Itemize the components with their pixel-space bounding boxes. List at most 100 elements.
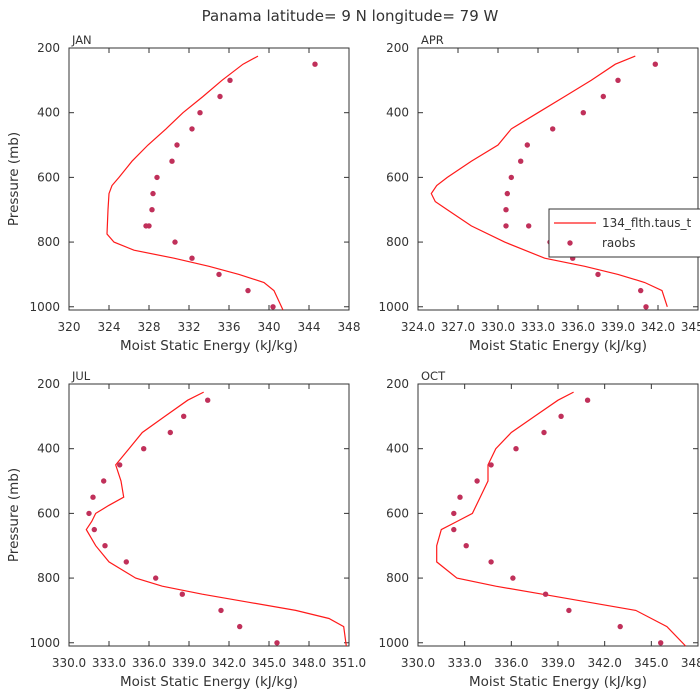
x-tick-label: 336.0 <box>494 656 528 670</box>
y-tick-label: 600 <box>37 506 60 520</box>
obs-point <box>102 543 108 549</box>
obs-point <box>181 413 187 419</box>
x-tick-label: 330.0 <box>481 320 515 334</box>
obs-point <box>513 446 519 452</box>
obs-point <box>237 623 243 630</box>
obs-point <box>86 510 92 517</box>
x-tick-label: 333.0 <box>92 656 126 670</box>
x-tick-label: 351.0 <box>332 656 366 670</box>
obs-point <box>638 287 644 294</box>
x-tick-label: 330.0 <box>401 656 435 670</box>
x-tick-label: 348.0 <box>681 656 700 670</box>
panel-jul: JUL 330.0 333.0 336.0 339.0 342.0 345.0 348.0 35… <box>6 369 366 690</box>
x-tick-label: 328 <box>138 320 161 334</box>
panel-label: JUL <box>71 369 91 383</box>
obs-point <box>524 142 530 148</box>
obs-point <box>167 429 173 436</box>
obs-point <box>541 429 547 436</box>
x-axis-label: Moist Static Energy (kJ/kg) <box>469 338 647 354</box>
obs-point <box>508 174 514 181</box>
y-axis-label: Pressure (mb) <box>6 468 22 562</box>
x-tick-label: 344 <box>298 320 321 334</box>
obs-point <box>595 271 601 278</box>
obs-point <box>617 623 623 630</box>
obs-point <box>270 304 276 310</box>
plot-frame <box>417 383 699 647</box>
series-model-line <box>85 391 347 647</box>
legend-box <box>548 208 700 258</box>
obs-point <box>245 287 251 294</box>
y-tick-label: 1000 <box>378 636 409 650</box>
y-tick-label: 600 <box>37 170 60 184</box>
obs-point <box>91 526 98 533</box>
obs-point <box>117 462 123 468</box>
x-axis-label: Moist Static Energy (kJ/kg) <box>120 338 298 354</box>
y-tick-label: 400 <box>386 106 409 120</box>
panel-label: OCT <box>421 369 446 383</box>
y-tick-label: 200 <box>386 377 409 391</box>
obs-point <box>141 446 147 452</box>
obs-point <box>197 110 203 116</box>
obs-point <box>451 526 457 533</box>
figure-title: Panama latitude= 9 N longitude= 79 W <box>202 7 499 25</box>
obs-point <box>174 142 180 148</box>
series-model-line <box>436 391 687 647</box>
obs-point <box>218 607 224 614</box>
x-tick-label: 348.0 <box>292 656 326 670</box>
x-tick-label: 345.0 <box>634 656 668 670</box>
y-tick-label: 400 <box>37 106 60 120</box>
obs-point <box>566 607 572 614</box>
panel-label: APR <box>421 33 444 47</box>
obs-point <box>149 207 155 213</box>
obs-point <box>503 223 509 229</box>
obs-point <box>542 591 549 597</box>
y-axis-label: Pressure (mb) <box>6 132 22 226</box>
obs-point <box>274 640 280 646</box>
obs-point <box>615 77 621 84</box>
panels: JAN 320 324 328 332 336 340 344 348 200 400 600 800 1… <box>6 33 700 690</box>
obs-point <box>153 575 159 581</box>
obs-point <box>503 207 509 213</box>
obs-point <box>189 255 195 261</box>
x-tick-label: 330.0 <box>52 656 86 670</box>
obs-point <box>189 126 195 132</box>
x-axis-label: Moist Static Energy (kJ/kg) <box>469 674 647 690</box>
obs-point <box>205 397 211 403</box>
obs-point <box>510 575 516 581</box>
y-tick-label: 1000 <box>29 636 60 650</box>
obs-point <box>518 158 524 164</box>
x-tick-label: 324.0 <box>401 320 435 334</box>
obs-point <box>457 494 463 500</box>
panel-jan: JAN 320 324 328 332 336 340 344 348 200 400 600 800 1… <box>6 33 360 354</box>
panel-oct: OCT 330.0 333.0 336.0 339.0 342.0 345.0 348.0 20… <box>378 369 700 690</box>
obs-point <box>312 61 318 67</box>
x-tick-label: 327.0 <box>441 320 475 334</box>
legend-obs-label: raobs <box>602 236 636 250</box>
obs-point <box>658 640 664 646</box>
obs-point <box>216 271 222 278</box>
x-tick-label: 324 <box>98 320 121 334</box>
obs-point <box>580 110 586 116</box>
y-tick-label: 200 <box>37 41 60 55</box>
obs-point <box>150 190 156 197</box>
y-tick-label: 800 <box>37 571 60 585</box>
obs-point <box>463 543 469 549</box>
x-tick-label: 340 <box>258 320 281 334</box>
obs-point <box>558 413 564 419</box>
legend: 134_flth.taus_t raobs <box>548 208 700 258</box>
plot-frame <box>68 383 350 647</box>
legend-model-label: 134_flth.taus_t <box>602 216 692 230</box>
x-tick-label: 339.0 <box>601 320 635 334</box>
obs-point <box>146 223 152 229</box>
x-tick-label: 336.0 <box>132 656 166 670</box>
obs-point <box>227 77 233 84</box>
y-tick-label: 1000 <box>378 300 409 314</box>
x-tick-label: 333.0 <box>447 656 481 670</box>
obs-point <box>504 190 510 197</box>
x-tick-label: 345.0 <box>252 656 286 670</box>
obs-point <box>101 478 107 484</box>
obs-point <box>179 591 185 597</box>
obs-point <box>451 510 457 517</box>
x-tick-label: 342.0 <box>587 656 621 670</box>
